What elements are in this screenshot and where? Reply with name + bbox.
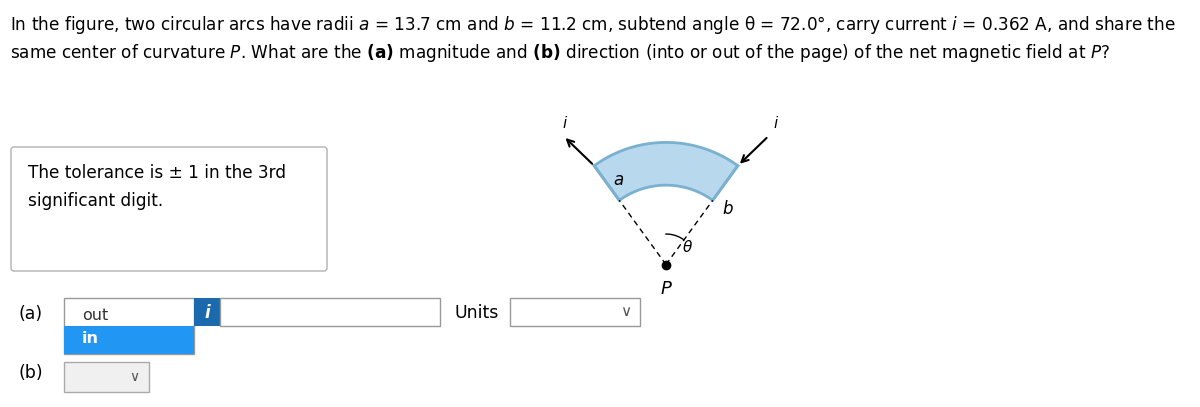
Text: $b$: $b$ [722, 200, 733, 218]
Text: $θ$: $θ$ [682, 239, 692, 255]
Polygon shape [594, 142, 738, 200]
FancyBboxPatch shape [11, 147, 326, 271]
Text: (b): (b) [18, 364, 43, 382]
FancyBboxPatch shape [64, 326, 194, 354]
FancyBboxPatch shape [510, 298, 640, 326]
Text: out: out [82, 308, 108, 323]
Text: ∨: ∨ [620, 304, 631, 319]
FancyBboxPatch shape [194, 298, 220, 326]
Text: The tolerance is ± 1 in the 3rd
significant digit.: The tolerance is ± 1 in the 3rd signific… [28, 164, 286, 210]
FancyBboxPatch shape [64, 362, 149, 392]
Text: $i$: $i$ [773, 116, 779, 131]
Text: Units: Units [455, 304, 499, 322]
Text: in: in [82, 331, 98, 346]
Text: $P$: $P$ [660, 280, 672, 298]
Text: same center of curvature $P$. What are the $\mathbf{(a)}$ magnitude and $\mathbf: same center of curvature $P$. What are t… [10, 42, 1110, 64]
Text: $i$: $i$ [562, 116, 568, 131]
Text: ∨: ∨ [130, 370, 139, 384]
FancyBboxPatch shape [64, 298, 194, 354]
Text: i: i [204, 304, 210, 322]
Text: $a$: $a$ [613, 171, 624, 189]
FancyBboxPatch shape [220, 298, 440, 326]
Text: (a): (a) [18, 305, 42, 323]
Text: In the figure, two circular arcs have radii $a$ = 13.7 cm and $b$ = 11.2 cm, sub: In the figure, two circular arcs have ra… [10, 14, 1176, 36]
